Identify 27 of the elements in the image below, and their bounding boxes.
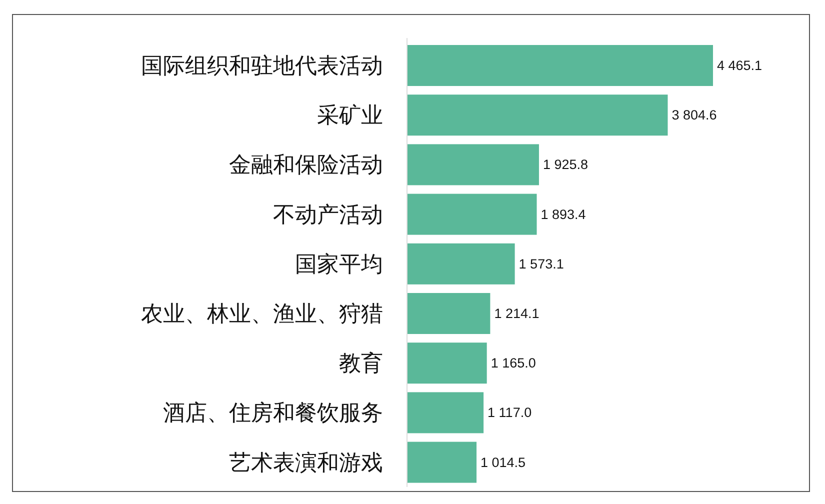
bar — [407, 144, 539, 186]
bar — [407, 94, 668, 136]
y-tick-label: 艺术表演和游戏 — [229, 450, 383, 475]
bar — [407, 243, 515, 284]
data-label: 3 804.6 — [672, 108, 717, 123]
bar — [407, 442, 477, 483]
y-tick-label: 国际组织和驻地代表活动 — [141, 53, 383, 78]
y-tick-label: 金融和保险活动 — [229, 152, 383, 178]
bar — [407, 194, 537, 235]
data-label: 1 014.5 — [480, 454, 526, 470]
y-tick-label: 采矿业 — [317, 102, 383, 128]
bar — [407, 392, 484, 434]
data-label: 1 117.0 — [488, 405, 532, 420]
data-label: 1 165.0 — [490, 356, 536, 371]
bar — [407, 342, 487, 384]
y-tick-label: 教育 — [339, 350, 383, 376]
bar — [407, 293, 490, 334]
y-tick-label: 不动产活动 — [273, 202, 383, 227]
data-label: 1 214.1 — [494, 306, 540, 321]
y-tick-label: 农业、林业、渔业、狩猎 — [141, 301, 383, 326]
y-tick-label: 酒店、住房和餐饮服务 — [163, 400, 383, 426]
y-tick-label: 国家平均 — [295, 251, 383, 276]
bar — [407, 45, 713, 86]
data-label: 1 925.8 — [542, 157, 588, 172]
data-label: 1 573.1 — [518, 256, 564, 272]
data-label: 1 893.4 — [540, 206, 586, 222]
data-label: 4 465.1 — [717, 58, 762, 73]
